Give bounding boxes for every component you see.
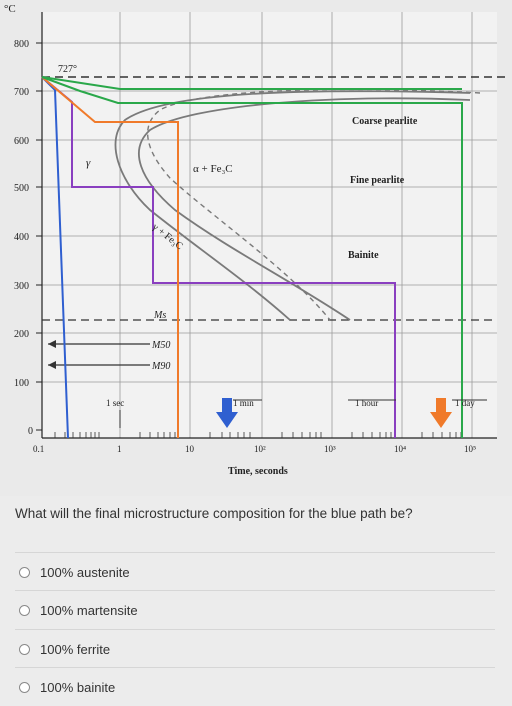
plot-area — [42, 12, 497, 438]
green-path — [41, 76, 463, 438]
radio-button[interactable] — [19, 604, 30, 616]
radio-button[interactable] — [19, 566, 30, 578]
radio-button[interactable] — [19, 643, 30, 655]
y-ticks — [36, 42, 42, 431]
x-tick-1000: 10³ — [324, 444, 336, 454]
y-tick-600: 600 — [14, 136, 29, 147]
y-tick-800: 800 — [14, 39, 29, 50]
x-tick-10000: 10⁴ — [394, 444, 406, 454]
orange-path — [41, 76, 179, 438]
ms-label: Ms — [153, 310, 166, 321]
x-tick-0-1: 0.1 — [33, 444, 44, 454]
y-tick-400: 400 — [14, 232, 29, 243]
fifty-percent-curve — [146, 88, 481, 321]
option-label: 100% martensite — [40, 602, 138, 618]
y-tick-300: 300 — [14, 281, 29, 292]
option-label: 100% ferrite — [40, 641, 111, 657]
x-tick-100000: 10⁵ — [464, 444, 476, 454]
fine-pearlite-label: Fine pearlite — [350, 175, 405, 186]
question-text: What will the final microstructure compo… — [15, 506, 413, 521]
finish-curve — [138, 97, 471, 321]
x-minor-ticks — [54, 432, 462, 438]
m50-label: M50 — [151, 340, 170, 351]
phase-label: α + Fe₃C — [193, 163, 233, 175]
one-min-label: 1 min — [233, 398, 254, 408]
ttt-diagram-svg: °C 800 700 600 500 400 300 200 100 0 0.1… — [4, 3, 510, 477]
x-axis-label: Time, seconds — [228, 466, 288, 477]
x-tick-100: 10² — [254, 444, 266, 454]
m90-label: M90 — [151, 361, 170, 372]
start-curve — [114, 90, 471, 321]
coarse-pearlite-label: Coarse pearlite — [352, 116, 418, 127]
one-sec-label: 1 sec — [106, 398, 124, 408]
one-hour-label: 1 hour — [355, 398, 378, 408]
eutectoid-label: 727° — [58, 64, 77, 75]
y-tick-200: 200 — [14, 329, 29, 340]
y-tick-100: 100 — [14, 378, 29, 389]
option-ferrite[interactable]: 100% ferrite — [15, 629, 495, 668]
option-label: 100% bainite — [40, 679, 116, 695]
gamma-label: γ — [86, 157, 91, 169]
green-path-upper — [41, 76, 462, 90]
grid-vertical — [119, 12, 473, 438]
option-bainite[interactable]: 100% bainite — [15, 667, 495, 706]
bainite-label: Bainite — [348, 250, 379, 261]
x-tick-1: 1 — [117, 444, 122, 454]
y-tick-700: 700 — [14, 87, 29, 98]
one-min-arrow — [216, 398, 238, 428]
option-martensite[interactable]: 100% martensite — [15, 590, 495, 629]
y-unit-label: °C — [4, 3, 16, 15]
option-austenite[interactable]: 100% austenite — [15, 552, 495, 591]
ttt-diagram: °C 800 700 600 500 400 300 200 100 0 0.1… — [4, 3, 510, 477]
option-label: 100% austenite — [40, 564, 130, 580]
y-tick-0: 0 — [28, 426, 33, 437]
radio-button[interactable] — [19, 681, 30, 693]
one-day-arrow — [430, 398, 452, 428]
y-tick-500: 500 — [14, 183, 29, 194]
x-tick-10: 10 — [185, 444, 195, 454]
one-day-label: 1 day — [455, 398, 475, 408]
